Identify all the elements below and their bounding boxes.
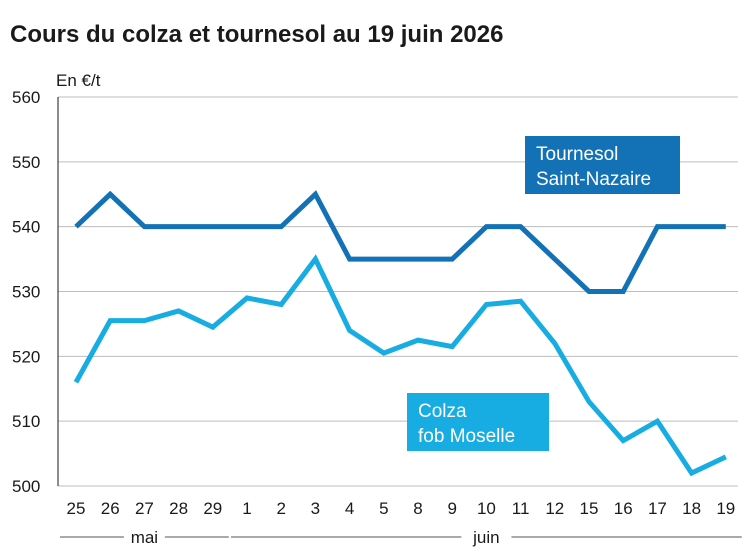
series-line-0 bbox=[74, 190, 726, 294]
x-tick-label: 2 bbox=[276, 499, 285, 518]
series-label-text: fob Moselle bbox=[418, 426, 515, 447]
x-tick-label: 11 bbox=[512, 499, 530, 518]
y-tick-label: 560 bbox=[12, 88, 40, 107]
x-axis-ticks: 25 26 27 28 29 1 2 3 4 5 8 9 10 11 12 15 16 17 18 19 bbox=[67, 499, 736, 518]
x-tick-label: 16 bbox=[614, 499, 633, 518]
x-tick-label: 18 bbox=[682, 499, 701, 518]
x-tick-label: 10 bbox=[477, 499, 496, 518]
x-tick-label: 8 bbox=[413, 499, 422, 518]
x-tick-label: 19 bbox=[716, 499, 735, 518]
series-line-1 bbox=[73, 254, 727, 477]
x-tick-label: 26 bbox=[101, 499, 120, 518]
x-tick-label: 1 bbox=[242, 499, 251, 518]
month-brackets: mai juin bbox=[60, 528, 742, 547]
y-axis-unit-label: En €/t bbox=[56, 71, 101, 90]
y-tick-label: 500 bbox=[12, 477, 40, 496]
month-label: mai bbox=[131, 528, 158, 547]
x-tick-label: 5 bbox=[379, 499, 388, 518]
y-tick-label: 510 bbox=[12, 412, 40, 431]
y-tick-label: 550 bbox=[12, 153, 40, 172]
series-lines bbox=[73, 190, 727, 477]
x-tick-label: 4 bbox=[345, 499, 354, 518]
y-tick-label: 530 bbox=[12, 283, 40, 302]
chart-title: Cours du colza et tournesol au 19 juin 2… bbox=[10, 21, 503, 48]
x-tick-label: 15 bbox=[580, 499, 599, 518]
x-tick-label: 9 bbox=[447, 499, 456, 518]
y-axis-ticks: 500 510 520 530 540 550 560 bbox=[12, 88, 40, 496]
x-tick-label: 29 bbox=[203, 499, 222, 518]
series-label-text: Tournesol bbox=[536, 144, 618, 165]
y-tick-label: 520 bbox=[12, 347, 40, 366]
x-tick-label: 3 bbox=[311, 499, 320, 518]
series-labels: Tournesol Saint-Nazaire Colza fob Moselle bbox=[407, 136, 680, 451]
series-label-box bbox=[525, 136, 680, 194]
x-tick-label: 27 bbox=[135, 499, 154, 518]
x-tick-label: 28 bbox=[169, 499, 188, 518]
x-tick-label: 12 bbox=[545, 499, 564, 518]
series-label-text: Colza bbox=[418, 401, 467, 422]
x-tick-label: 25 bbox=[67, 499, 86, 518]
month-label: juin bbox=[472, 528, 499, 547]
series-label-text: Saint-Nazaire bbox=[536, 169, 651, 190]
y-tick-label: 540 bbox=[12, 218, 40, 237]
series-label-box bbox=[407, 393, 549, 451]
x-tick-label: 17 bbox=[648, 499, 667, 518]
